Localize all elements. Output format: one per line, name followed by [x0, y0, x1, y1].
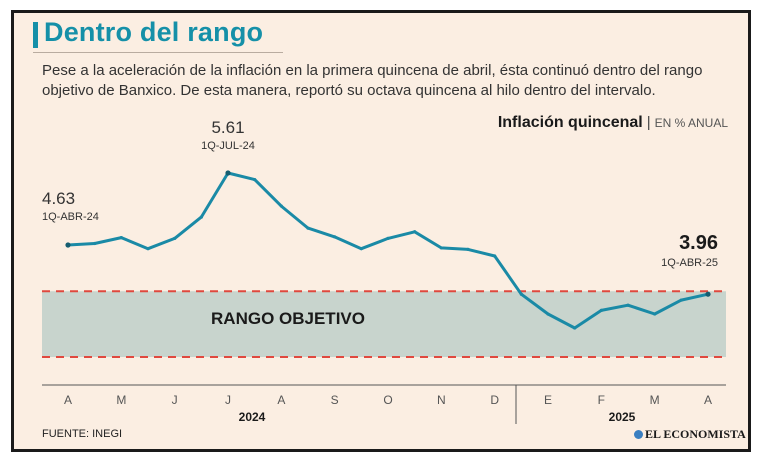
x-tick-label: D [490, 393, 499, 407]
annotated-point [225, 170, 231, 176]
data-point [626, 303, 630, 307]
title-divider [33, 52, 283, 53]
data-point [653, 312, 657, 316]
data-point [199, 215, 203, 219]
annotated-point [705, 291, 711, 297]
data-point [253, 178, 257, 182]
data-point [119, 236, 123, 240]
annotation-date: 1Q-ABR-25 [661, 257, 718, 269]
x-tick-label: E [544, 393, 552, 407]
data-point [493, 254, 497, 258]
x-tick-label: A [704, 393, 712, 407]
data-point [546, 312, 550, 316]
series-legend: Inflación quincenal | EN % ANUAL [498, 114, 728, 132]
x-tick-label: M [116, 393, 126, 407]
x-tick-label: F [598, 393, 605, 407]
data-point [333, 235, 337, 239]
data-point [519, 292, 523, 296]
data-point [359, 247, 363, 251]
annotation-date: 1Q-JUL-24 [201, 140, 255, 152]
data-point [413, 230, 417, 234]
annotation-date: 1Q-ABR-24 [42, 211, 99, 223]
annotated-point [65, 242, 71, 248]
data-point [466, 247, 470, 251]
data-point [386, 236, 390, 240]
title-accent-bar [33, 22, 38, 48]
year-label: 2024 [239, 410, 266, 424]
annotation-value: 3.96 [679, 232, 718, 254]
data-point [93, 241, 97, 246]
x-tick-label: A [64, 393, 72, 407]
source-note: FUENTE: INEGI [42, 428, 123, 440]
data-point [173, 236, 177, 240]
data-point [146, 247, 150, 251]
x-tick-label: A [277, 393, 285, 407]
x-tick-label: J [225, 393, 231, 407]
x-tick-label: J [172, 393, 178, 407]
target-band [42, 291, 726, 357]
annotation-value: 5.61 [211, 118, 244, 137]
chart-subtitle: Pese a la aceleración de la inflación en… [42, 62, 703, 99]
x-tick-label: N [437, 393, 446, 407]
chart-title: Dentro del rango [44, 17, 264, 47]
publisher-logo: EL ECONOMISTA [634, 427, 746, 442]
data-point [679, 298, 683, 302]
x-tick-label: M [650, 393, 660, 407]
chart-card [11, 10, 751, 452]
legend-separator: | [646, 114, 651, 131]
band-label: RANGO OBJETIVO [211, 309, 365, 328]
annotation-value: 4.63 [42, 189, 75, 208]
data-point [279, 204, 283, 208]
data-point [306, 226, 310, 230]
x-tick-label: O [383, 393, 392, 407]
data-point [599, 308, 603, 312]
data-point [439, 246, 443, 250]
logo-text: EL ECONOMISTA [645, 427, 746, 441]
legend-label: Inflación quincenal [497, 114, 643, 131]
logo-mark-icon [634, 430, 643, 439]
year-label: 2025 [609, 410, 636, 424]
x-tick-label: S [331, 393, 339, 407]
legend-unit: EN % ANUAL [654, 116, 728, 130]
data-point [573, 326, 577, 330]
